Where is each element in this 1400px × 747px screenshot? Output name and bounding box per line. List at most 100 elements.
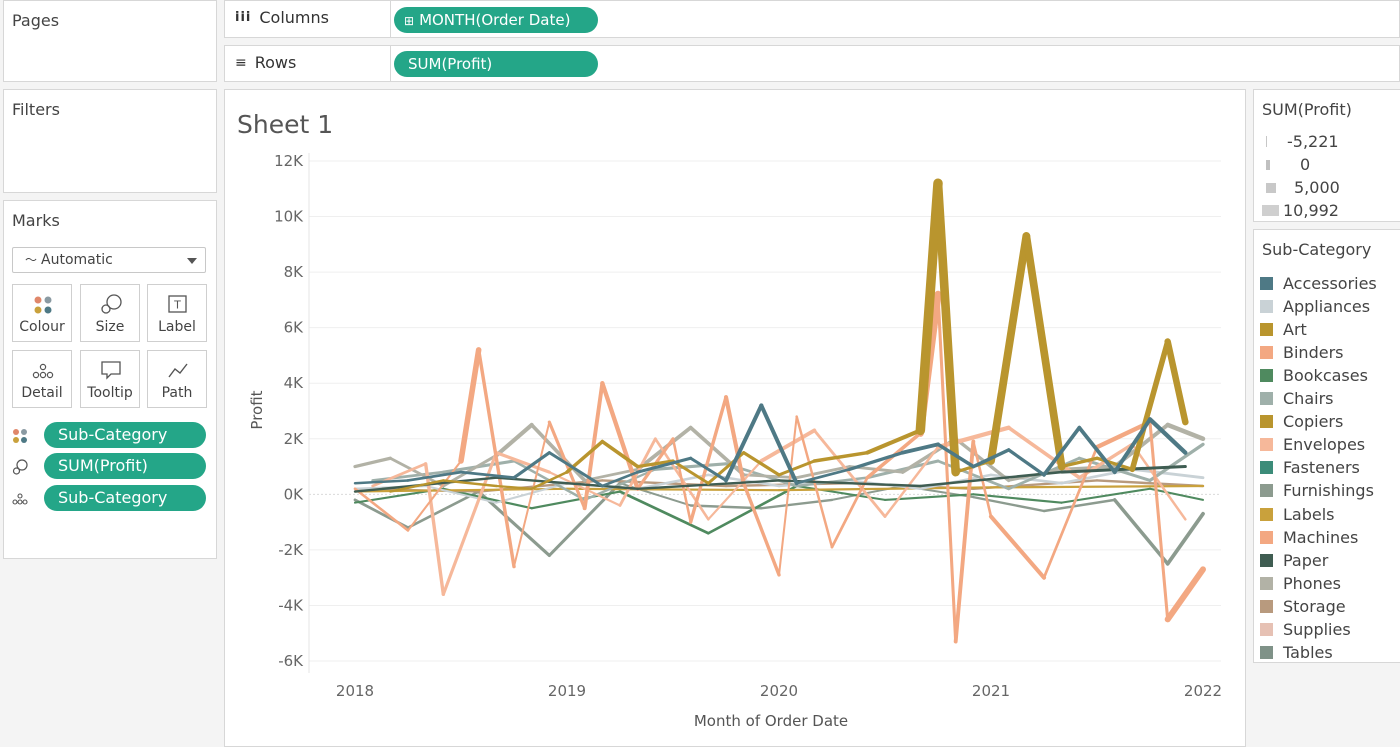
series-segment[interactable] xyxy=(953,439,976,644)
series-segment[interactable] xyxy=(953,437,1011,483)
series-segment[interactable] xyxy=(972,493,1063,504)
legend-item-art[interactable]: Art xyxy=(1260,318,1307,340)
series-segment[interactable] xyxy=(671,459,710,485)
series-segment[interactable] xyxy=(1042,445,1099,580)
series-segment[interactable] xyxy=(1094,419,1153,450)
series-segment[interactable] xyxy=(548,471,622,507)
size-legend[interactable]: SUM(Profit) -5,221 0 5,000 10,992 xyxy=(1253,89,1400,222)
series-segment[interactable] xyxy=(1112,498,1170,566)
series-segment[interactable] xyxy=(618,490,710,535)
series-segment[interactable] xyxy=(459,470,516,480)
series-segment[interactable] xyxy=(530,490,622,510)
series-segment[interactable] xyxy=(1165,422,1206,442)
series-segment[interactable] xyxy=(777,459,816,477)
rows-shelf[interactable]: ≡ Rows SUM(Profit) xyxy=(224,45,1400,82)
series-segment[interactable] xyxy=(1147,417,1188,455)
series-segment[interactable] xyxy=(389,479,445,493)
series-segment[interactable] xyxy=(936,442,976,469)
series-segment[interactable] xyxy=(1042,498,1116,513)
legend-item-tables[interactable]: Tables xyxy=(1260,642,1333,664)
series-segment[interactable] xyxy=(565,487,781,492)
series-segment[interactable] xyxy=(423,462,446,597)
path-button[interactable]: Path xyxy=(147,350,207,408)
legend-item-labels[interactable]: Labels xyxy=(1260,503,1335,525)
legend-item-supplies[interactable]: Supplies xyxy=(1260,619,1351,641)
series-segment[interactable] xyxy=(688,395,728,524)
series-segment[interactable] xyxy=(1006,425,1082,480)
series-segment[interactable] xyxy=(915,178,943,436)
series-segment[interactable] xyxy=(972,495,1046,513)
series-segment[interactable] xyxy=(530,470,569,491)
series-segment[interactable] xyxy=(583,467,640,482)
series-segment[interactable] xyxy=(812,450,870,463)
legend-item-copiers[interactable]: Copiers xyxy=(1260,411,1343,433)
series-segment[interactable] xyxy=(494,451,551,474)
series-segment[interactable] xyxy=(830,476,869,549)
series-segment[interactable] xyxy=(933,178,961,477)
series-segment[interactable] xyxy=(1149,487,1204,501)
series-segment[interactable] xyxy=(689,504,763,510)
series-segment[interactable] xyxy=(600,381,640,491)
series-segment[interactable] xyxy=(987,232,1031,465)
series-segment[interactable] xyxy=(529,423,587,483)
series-segment[interactable] xyxy=(1077,425,1117,475)
series-segment[interactable] xyxy=(458,347,482,464)
series-segment[interactable] xyxy=(653,462,728,471)
rows-pill[interactable]: SUM(Profit) xyxy=(394,51,598,77)
legend-item-accessories[interactable]: Accessories xyxy=(1260,272,1377,294)
columns-pill[interactable]: ⊞ MONTH(Order Date) xyxy=(394,7,598,33)
series-segment[interactable] xyxy=(795,465,852,480)
series-segment[interactable] xyxy=(1129,338,1171,473)
series-segment[interactable] xyxy=(707,459,763,521)
series-segment[interactable] xyxy=(424,485,498,504)
series-segment[interactable] xyxy=(777,486,993,492)
series-segment[interactable] xyxy=(353,487,410,532)
label-button[interactable]: T Label xyxy=(147,284,207,342)
series-segment[interactable] xyxy=(936,459,1011,491)
colour-button[interactable]: Colour xyxy=(12,284,72,342)
series-segment[interactable] xyxy=(1060,456,1099,469)
legend-item-phones[interactable]: Phones xyxy=(1260,572,1341,594)
series-segment[interactable] xyxy=(936,292,958,644)
legend-item-envelopes[interactable]: Envelopes xyxy=(1260,434,1365,456)
series-segment[interactable] xyxy=(742,451,781,477)
series-segment[interactable] xyxy=(759,428,817,463)
series-segment[interactable] xyxy=(919,470,1063,488)
mark-type-select[interactable]: 〜 Automatic xyxy=(12,247,206,273)
series-segment[interactable] xyxy=(1164,338,1189,426)
series-segment[interactable] xyxy=(636,459,675,469)
colour-legend[interactable]: Sub-Category Accessories Appliances Art Bin… xyxy=(1253,229,1400,663)
series-copiers[interactable] xyxy=(389,178,1189,493)
series-segment[interactable] xyxy=(406,470,463,482)
series-segment[interactable] xyxy=(689,456,728,482)
series-segment[interactable] xyxy=(547,481,622,557)
legend-item-furnishings[interactable]: Furnishings xyxy=(1260,480,1374,502)
series-segment[interactable] xyxy=(741,481,781,577)
series-segment[interactable] xyxy=(601,470,639,488)
legend-item-machines[interactable]: Machines xyxy=(1260,526,1358,548)
series-segment[interactable] xyxy=(1042,425,1082,477)
series-segment[interactable] xyxy=(1148,442,1205,483)
series-segment[interactable] xyxy=(865,428,923,455)
series-segment[interactable] xyxy=(406,490,480,529)
legend-item-paper[interactable]: Paper xyxy=(1260,549,1328,571)
legend-item-binders[interactable]: Binders xyxy=(1260,341,1343,363)
columns-shelf[interactable]: iii Columns ⊞ MONTH(Order Date) xyxy=(224,0,1400,38)
series-segment[interactable] xyxy=(1130,467,1205,480)
series-segment[interactable] xyxy=(795,467,852,485)
size-pill[interactable]: SUM(Profit) xyxy=(44,453,206,479)
series-accessories[interactable] xyxy=(353,403,1188,488)
series-segment[interactable] xyxy=(883,445,940,518)
series-segment[interactable] xyxy=(1131,443,1187,521)
size-button[interactable]: Size xyxy=(80,284,140,342)
series-segment[interactable] xyxy=(371,470,445,482)
series-segment[interactable] xyxy=(900,442,940,455)
series-segment[interactable] xyxy=(671,437,692,524)
series-segment[interactable] xyxy=(600,439,640,469)
series-segment[interactable] xyxy=(353,479,410,485)
series-segment[interactable] xyxy=(442,479,498,488)
series-segment[interactable] xyxy=(723,395,746,486)
series-segment[interactable] xyxy=(547,451,604,488)
legend-item-bookcases[interactable]: Bookcases xyxy=(1260,364,1368,386)
series-segment[interactable] xyxy=(971,448,1011,469)
